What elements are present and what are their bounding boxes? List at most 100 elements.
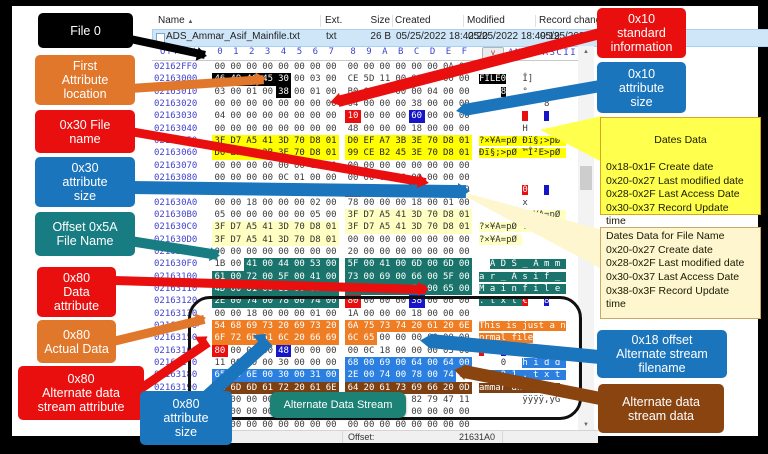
hex-byte: 00 xyxy=(246,209,258,220)
hex-byte: 70 xyxy=(291,134,308,148)
callout-ads-data: Alternate data stream data xyxy=(598,384,724,433)
hex-byte: 3B xyxy=(392,134,409,148)
hex-byte: 00 xyxy=(427,111,438,122)
hex-byte: 00 xyxy=(293,98,305,109)
hex-row-offset: 02163020 xyxy=(154,98,198,109)
column-size[interactable]: Size xyxy=(370,15,390,26)
hex-row[interactable]: 021630100300010038000100B001000000040000… xyxy=(152,85,598,99)
hex-byte: 00 xyxy=(309,246,321,257)
hex-byte: 00 xyxy=(411,419,423,430)
status-divider xyxy=(342,431,343,443)
hex-byte: 01 xyxy=(456,147,473,160)
hex-byte: A7 xyxy=(376,134,393,148)
hex-byte: 20 xyxy=(440,319,457,333)
hex-byte: 00 xyxy=(361,270,377,283)
hex-byte: 00 xyxy=(395,197,407,208)
scrollbar-thumb[interactable] xyxy=(580,166,592,190)
status-bar: Offset: 21631A0 xyxy=(152,430,598,443)
hex-col-digit: 2 xyxy=(249,47,255,57)
hex-byte: 00 xyxy=(325,357,337,368)
column-ext[interactable]: Ext. xyxy=(325,15,343,26)
hex-byte: 3E xyxy=(408,147,425,160)
hex-byte: 00 xyxy=(246,394,258,405)
hex-bytes: 00 00 00 00 00 00 00 00 20 00 00 00 00 00 00 00 xyxy=(212,246,472,258)
hex-byte: 10 xyxy=(345,110,362,123)
hex-bytes: 8000000048000000000C180000000300 xyxy=(212,344,472,357)
hex-byte: 00 xyxy=(309,345,321,356)
arrowhead xyxy=(418,282,429,296)
scroll-down-icon[interactable]: ▼ xyxy=(583,422,589,428)
hex-col-digit: 1 xyxy=(233,47,239,57)
hex-byte: 47 xyxy=(442,394,454,405)
hex-byte: 38 xyxy=(411,98,423,109)
hex-byte: 3F xyxy=(345,208,362,222)
hex-byte: 00 xyxy=(442,123,454,134)
hex-byte: 00 xyxy=(442,98,454,109)
hex-row[interactable]: 021630B0 05 00 00 00 00 00 05 00 3F D7 A5 41 3D 70 D8 01… xyxy=(152,208,598,222)
hex-row[interactable]: 021631608000000048000000000C180000000300… xyxy=(152,344,598,357)
hex-byte: 69 xyxy=(376,270,393,283)
hex-col-digit: A xyxy=(382,47,388,57)
column-name[interactable]: Name ▲ xyxy=(158,15,194,26)
hex-byte: 73 xyxy=(259,319,276,333)
hex-bytes: 0300010038000100B001000000040000 xyxy=(212,85,472,99)
hex-byte: 00 xyxy=(427,172,438,183)
hex-byte: 00 xyxy=(278,419,289,430)
arrowhead xyxy=(255,71,267,87)
column-modified[interactable]: Modified xyxy=(467,15,505,26)
hex-byte: 00 xyxy=(427,62,438,72)
column-record-change[interactable]: Record change xyxy=(539,15,607,26)
hex-col-digit: 4 xyxy=(280,47,287,57)
hex-byte: 6D xyxy=(408,258,425,271)
hex-byte: 00 xyxy=(262,419,274,430)
callout-0x80-actual-data: 0x80 Actual Data xyxy=(37,320,116,363)
hex-byte: 3E xyxy=(408,134,425,148)
hex-byte: 00 xyxy=(325,345,337,356)
ascii-text: ÿÿÿÿ‚yG xyxy=(522,394,566,405)
hex-byte: 73 xyxy=(345,270,362,283)
hex-row-offset: 02163040 xyxy=(154,123,198,134)
hex-byte: 6C xyxy=(345,332,362,345)
hex-byte: 30 xyxy=(275,369,292,382)
hex-byte: 79 xyxy=(427,394,438,405)
hex-byte: 00 xyxy=(363,62,375,72)
hex-col-digit: D xyxy=(429,47,436,57)
hex-byte: 00 xyxy=(246,160,258,171)
hex-row[interactable]: 02163030 04 00 00 00 00 00 00 00 10 00 00 00 60 00 00 00 xyxy=(152,110,598,123)
hex-row[interactable]: 02163040 00 00 00 00 00 00 00 00 48 00 00 00 18 00 00 00… xyxy=(152,123,598,135)
hex-byte: 00 xyxy=(456,258,473,271)
hex-byte: D7 xyxy=(227,221,244,234)
hex-byte: 01 xyxy=(309,308,321,319)
hex-row[interactable]: 021630D0 3F D7 A5 41 3D 70 D8 01 00 00 00 00 00 00 00 00… xyxy=(152,233,598,246)
hex-row[interactable]: 02163100 61 00 72 00 5F 00 41 00 73 00 69 00 66 00 5F 00… xyxy=(152,270,598,283)
hex-byte: 03 xyxy=(309,74,321,85)
column-divider xyxy=(463,15,464,27)
hex-byte: 61 xyxy=(259,381,276,394)
hex-byte: 69 xyxy=(408,381,425,394)
hex-row[interactable]: 021630A0 00 00 18 00 00 00 02 00 78 00 00 00 18 00 01 00… xyxy=(152,197,598,209)
hex-row-offset: 02163160 xyxy=(154,345,198,356)
hex-byte: 0D xyxy=(456,381,473,394)
hex-byte: 38 xyxy=(275,85,292,99)
hex-byte: 00 xyxy=(411,62,423,72)
column-created[interactable]: Created xyxy=(395,15,431,26)
hex-byte: 00 xyxy=(259,369,276,382)
hex-byte: 20 xyxy=(408,319,425,333)
hex-byte: 00 xyxy=(395,123,407,134)
hex-row[interactable]: 02162FF000000000000000000000000000000A00 xyxy=(152,61,598,73)
hex-row[interactable]: 02163060D0EFA73B3E70D80199CEB2453E70D801… xyxy=(152,147,598,160)
hex-byte: 00 xyxy=(395,86,407,97)
hex-bytes: 54 68 69 73 20 69 73 20 6A 75 73 74 20 61 20 6E xyxy=(212,319,473,333)
hex-byte: 6D xyxy=(243,381,260,394)
hex-byte: D8 xyxy=(307,147,324,160)
hex-row[interactable]: 0216317011000000300000006800690064006400… xyxy=(152,356,598,370)
scroll-up-icon[interactable]: ▲ xyxy=(583,49,589,55)
hex-byte: 18 xyxy=(411,197,423,208)
ascii-text: ?×¥A=pØ Ðï§;>pØ xyxy=(479,135,566,146)
hex-byte: 00 xyxy=(395,296,407,307)
hex-byte: 18 xyxy=(246,197,258,208)
hex-row[interactable]: 02163130 00 00 18 00 00 00 01 00 1A 00 00 00 18 00 00 00 xyxy=(152,308,598,320)
hex-byte: 00 xyxy=(442,160,454,171)
hex-row[interactable]: 021630F0 1B 00 41 00 44 00 53 00 5F 00 41 00 6D 00 6D 00… xyxy=(152,258,598,271)
